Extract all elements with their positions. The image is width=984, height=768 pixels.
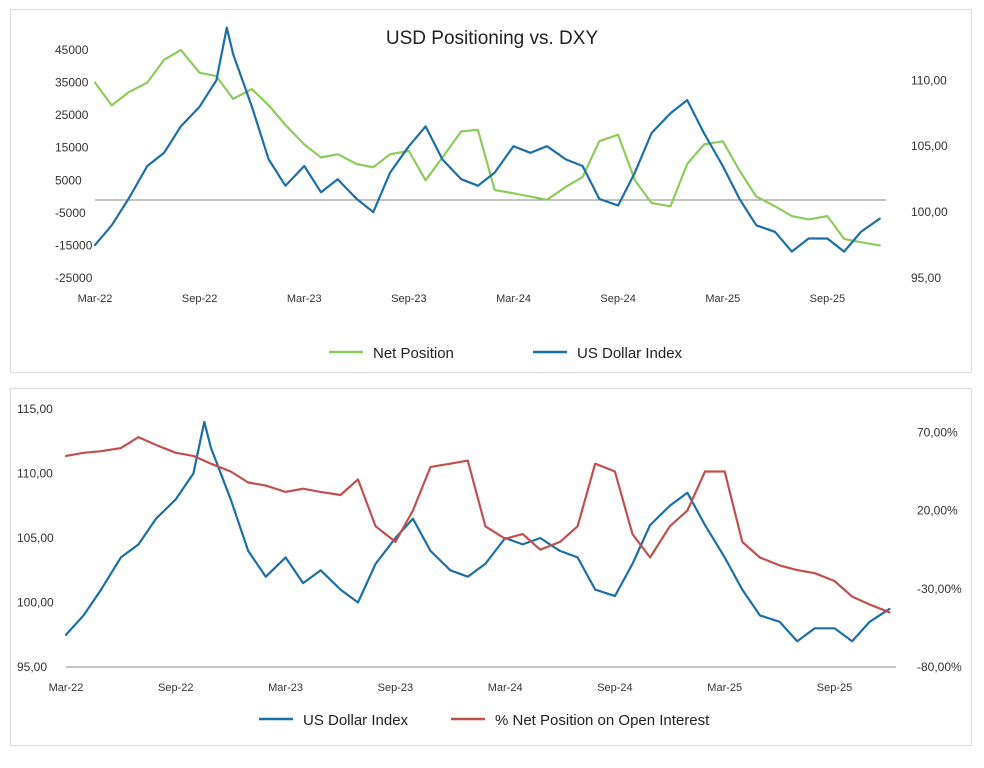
y-right-tick-label: 110,00: [911, 73, 947, 87]
y-left-tick-label: 15000: [55, 141, 89, 155]
x-tick-label: Mar-22: [78, 293, 113, 305]
legend-label-net-position: Net Position: [373, 345, 454, 362]
y-left-tick-label: 105,00: [17, 531, 54, 545]
legend: Net Position US Dollar Index: [329, 345, 683, 362]
chart-usd-positioning: USD Positioning vs. DXY Mar-22 Sep-22 Mar-…: [55, 26, 948, 362]
chart-dxy-vs-net-position: Mar-22 Sep-22 Mar-23 Sep-23 Mar-24 Sep-24 Mar-…: [17, 402, 962, 729]
x-tick-label: Mar-24: [488, 682, 523, 694]
chart-title: USD Positioning vs. DXY: [386, 28, 599, 49]
x-tick-label: Sep-22: [158, 682, 193, 694]
x-tick-label: Mar-22: [49, 682, 84, 694]
x-tick-label: Sep-23: [391, 293, 426, 305]
y-left-tick-label: -15000: [55, 238, 93, 252]
legend-label-us-dollar-index: US Dollar Index: [303, 712, 409, 729]
chart-panel-usd-positioning: USD Positioning vs. DXY Mar-22 Sep-22 Mar-…: [10, 9, 972, 373]
y-left-tick-label: 115,00: [17, 402, 53, 416]
y-right-tick-label: 105,00: [911, 139, 948, 153]
x-tick-label: Sep-22: [182, 293, 217, 305]
y-left-tick-label: 110,00: [17, 467, 53, 481]
legend-label-pct-net-position: % Net Position on Open Interest: [495, 712, 710, 729]
x-tick-label: Mar-25: [705, 293, 740, 305]
legend-label-us-dollar-index: US Dollar Index: [577, 345, 683, 362]
x-tick-label: Sep-24: [597, 682, 632, 694]
x-tick-label: Mar-24: [496, 293, 531, 305]
y-right-tick-label: 20,00%: [917, 504, 958, 518]
y-left-tick-label: 35000: [55, 76, 89, 90]
y-left-tick-label: 95,00: [17, 660, 47, 674]
y-left-tick-label: 5000: [55, 173, 82, 187]
y-right-tick-label: 70,00%: [917, 425, 958, 439]
y-right-tick-label: -30,00%: [917, 582, 962, 596]
chart-panel-dxy-vs-net-position: Mar-22 Sep-22 Mar-23 Sep-23 Mar-24 Sep-24 Mar-…: [10, 388, 972, 746]
y-right-tick-label: 100,00: [911, 205, 948, 219]
series-line-us-dollar-index: [64, 420, 891, 643]
y-left-tick-label: -25000: [55, 271, 93, 285]
series-line-net-position-on-open-interest: [64, 435, 891, 614]
x-tick-label: Sep-24: [600, 293, 635, 305]
x-tick-label: Sep-25: [810, 293, 845, 305]
y-left-tick-label: 45000: [55, 43, 89, 57]
y-right-tick-label: 95,00: [911, 271, 941, 285]
y-left-tick-label: -5000: [55, 206, 86, 220]
y-right-tick-label: -80,00%: [917, 660, 962, 674]
x-tick-label: Sep-25: [817, 682, 852, 694]
x-tick-label: Mar-23: [287, 293, 322, 305]
legend: US Dollar Index % Net Position on Open I…: [259, 712, 710, 729]
y-left-tick-label: 25000: [55, 108, 89, 122]
x-tick-label: Mar-25: [707, 682, 742, 694]
series-line-us-dollar-index: [93, 26, 881, 253]
y-left-tick-label: 100,00: [17, 596, 54, 610]
x-tick-label: Sep-23: [378, 682, 413, 694]
series-line-net-position: [93, 48, 881, 247]
x-tick-label: Mar-23: [268, 682, 303, 694]
